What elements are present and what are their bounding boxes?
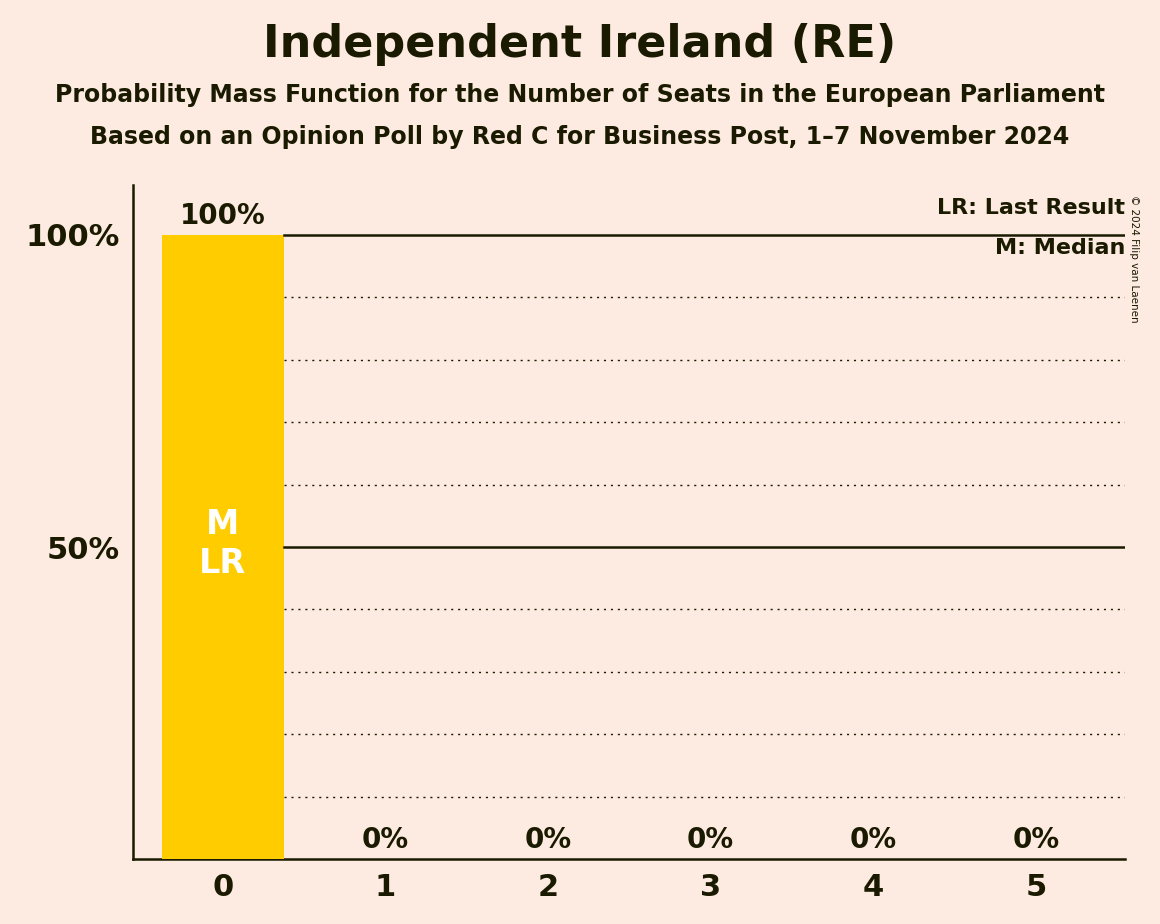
- Text: M
LR: M LR: [200, 508, 246, 579]
- Text: LR: Last Result: LR: Last Result: [937, 198, 1125, 218]
- Bar: [162, 235, 284, 859]
- Text: 100%: 100%: [180, 201, 266, 230]
- Text: Independent Ireland (RE): Independent Ireland (RE): [263, 23, 897, 67]
- Text: Probability Mass Function for the Number of Seats in the European Parliament: Probability Mass Function for the Number…: [55, 83, 1105, 107]
- Text: © 2024 Filip van Laenen: © 2024 Filip van Laenen: [1129, 195, 1139, 322]
- Text: Based on an Opinion Poll by Red C for Business Post, 1–7 November 2024: Based on an Opinion Poll by Red C for Bu…: [90, 125, 1070, 149]
- Text: 0%: 0%: [687, 826, 734, 855]
- Text: 0%: 0%: [362, 826, 409, 855]
- Text: M: Median: M: Median: [995, 238, 1125, 258]
- Text: 0%: 0%: [849, 826, 897, 855]
- Text: 0%: 0%: [1013, 826, 1059, 855]
- Text: 0%: 0%: [524, 826, 572, 855]
